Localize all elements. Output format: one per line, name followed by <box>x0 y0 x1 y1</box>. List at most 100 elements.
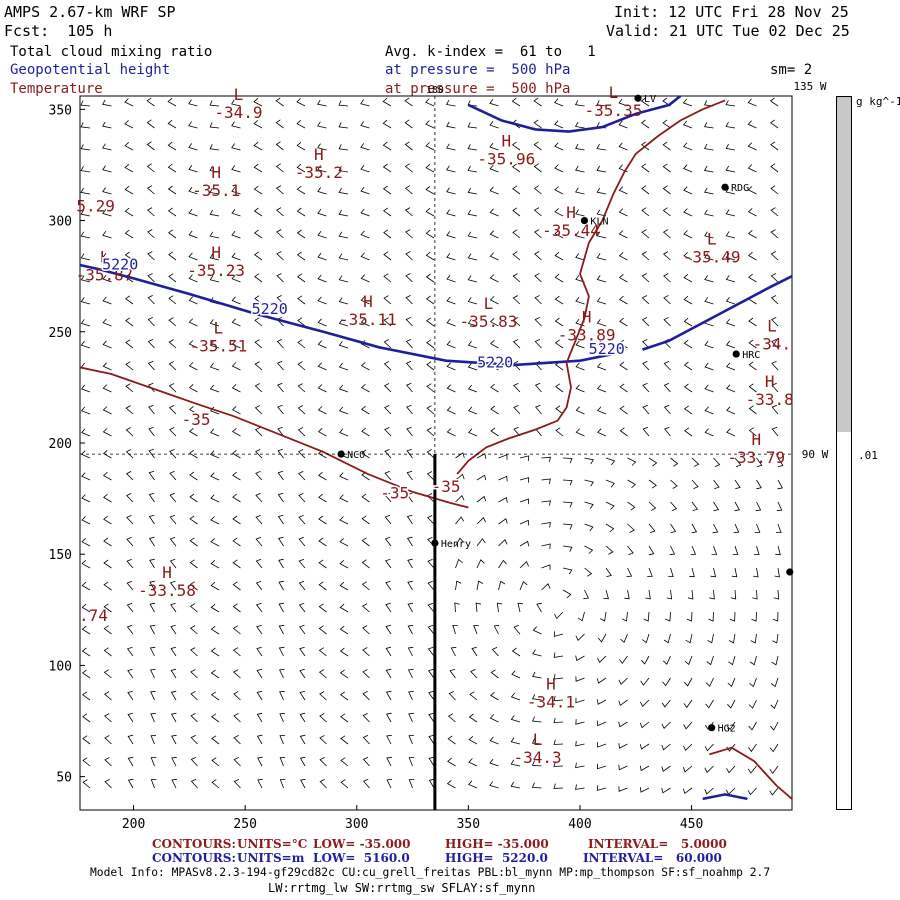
wind-barb <box>683 339 693 349</box>
wind-barb <box>553 717 564 724</box>
wind-barb <box>385 690 392 701</box>
wind-barb <box>81 625 91 635</box>
wind-barb <box>188 186 198 195</box>
wind-barb <box>210 516 220 525</box>
wind-barb <box>102 318 112 327</box>
wind-barb <box>554 251 564 261</box>
wind-barb <box>575 253 585 261</box>
wind-barb <box>684 405 693 415</box>
wind-barb <box>425 142 435 151</box>
wind-barb <box>102 362 112 371</box>
wind-barb <box>210 647 220 657</box>
wind-barb <box>231 165 241 173</box>
wind-barb <box>446 384 456 393</box>
wind-barb <box>534 317 542 327</box>
wind-barb <box>683 721 693 730</box>
wind-barb <box>428 778 435 789</box>
wind-barb <box>170 668 177 679</box>
wind-barb <box>427 580 435 591</box>
wind-barb <box>554 295 564 305</box>
wind-barb <box>425 98 435 107</box>
wind-barb <box>725 362 736 371</box>
wind-barb <box>385 646 392 657</box>
temp-extremum-value: -35.1 <box>192 181 240 200</box>
wind-barb <box>748 251 757 261</box>
wind-barb <box>276 207 284 217</box>
wind-barb <box>127 756 134 767</box>
wind-barb <box>146 97 155 107</box>
height-contour-label: 5220 <box>477 353 513 371</box>
wind-barb <box>210 625 220 635</box>
wind-barb <box>689 567 695 578</box>
wind-barb <box>276 229 284 239</box>
wind-barb <box>446 209 456 217</box>
wind-barb <box>770 141 779 151</box>
wind-barb <box>340 757 349 767</box>
wind-barb <box>489 714 499 723</box>
wind-barb <box>770 119 779 129</box>
wind-barb <box>103 493 112 503</box>
wind-barb <box>490 669 499 679</box>
wind-barb <box>691 501 699 512</box>
wind-barb <box>127 778 134 789</box>
wind-barb <box>188 121 198 129</box>
wind-barb <box>102 384 112 393</box>
wind-barb <box>254 295 263 305</box>
wind-barb <box>467 297 478 305</box>
wind-barb <box>467 384 478 393</box>
wind-barb <box>279 757 286 767</box>
wind-barb <box>80 209 91 217</box>
pressure-height-label: at pressure = 500 hPa <box>385 62 571 78</box>
wind-barb <box>605 457 616 466</box>
wind-barb <box>648 457 658 467</box>
wind-barb <box>663 295 671 305</box>
wind-barb <box>408 779 415 789</box>
temp-extremum-value: -34.9 <box>214 103 262 122</box>
wind-barb <box>339 428 349 437</box>
wind-barb <box>386 778 393 789</box>
wind-barb <box>476 517 486 525</box>
wind-barb <box>498 539 508 547</box>
wind-barb <box>405 273 413 283</box>
wind-barb <box>425 120 435 129</box>
wind-barb <box>360 252 370 261</box>
wind-barb <box>682 120 693 129</box>
wind-barb <box>150 690 156 701</box>
wind-barb <box>256 690 263 701</box>
wind-barb <box>125 383 134 393</box>
wind-barb <box>533 207 542 217</box>
height-contour-label: 5220 <box>102 255 138 273</box>
wind-barb <box>770 295 779 305</box>
init-time: Init: 12 UTC Fri 28 Nov 25 <box>614 3 849 21</box>
wind-barb <box>338 275 349 283</box>
wind-barb <box>691 479 699 489</box>
wind-barb <box>668 567 674 578</box>
wind-barb <box>643 611 650 622</box>
wind-barb <box>575 740 585 747</box>
wind-barb <box>232 471 241 481</box>
wind-barb <box>771 382 779 393</box>
temp-extremum-kind: H <box>162 563 172 582</box>
wind-barb <box>770 207 779 217</box>
wind-barb <box>554 273 564 283</box>
wind-barb <box>554 164 564 173</box>
wind-barb <box>597 428 607 437</box>
wind-barb <box>554 317 564 327</box>
wind-barb <box>188 296 198 305</box>
wind-barb <box>455 516 465 525</box>
temp-contour-label: -35 <box>432 477 461 496</box>
wind-barb <box>189 559 198 569</box>
wind-barb <box>339 669 349 679</box>
wind-barb <box>147 360 155 371</box>
wind-barb <box>383 251 392 261</box>
wind-barb <box>339 647 349 657</box>
wind-barb <box>726 721 736 731</box>
wind-barb <box>190 778 198 789</box>
colorbar-unit: g kg^-1 <box>856 95 900 108</box>
temp-extremum-value: -35.49 <box>683 248 741 267</box>
wind-barb <box>383 273 392 283</box>
wind-barb <box>513 405 521 415</box>
wind-barb <box>730 589 737 600</box>
wind-barb <box>642 383 650 393</box>
map-chart: L-34.9H-35.2H-35.1H-35.96L-35.35H-35.44L… <box>49 80 829 832</box>
